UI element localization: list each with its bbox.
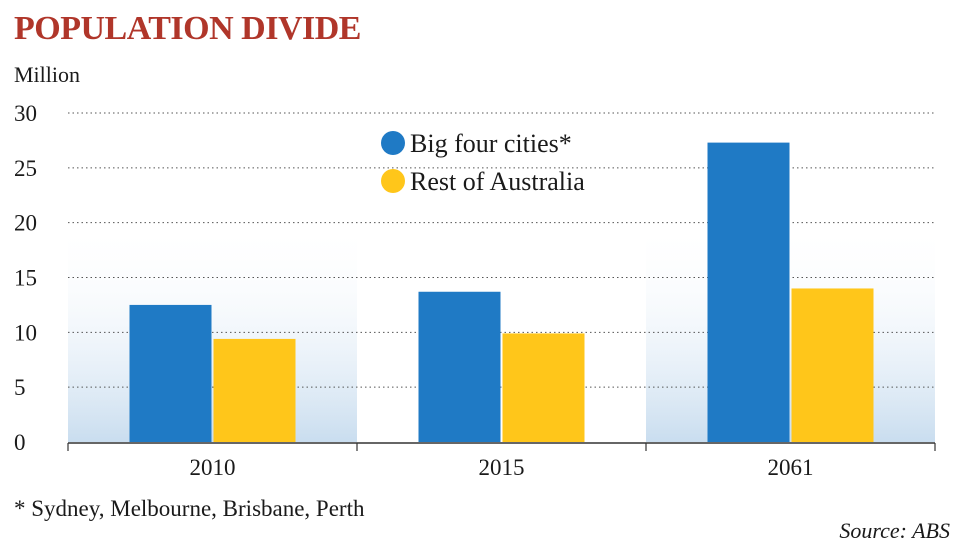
legend-swatch-rest-of-australia <box>381 169 405 193</box>
bar-rest-of-australia-2010 <box>213 338 296 442</box>
bar-rest-of-australia-2061 <box>791 288 874 442</box>
y-tick-label-15: 15 <box>14 266 37 291</box>
chart-title: POPULATION DIVIDE <box>14 10 361 47</box>
y-tick-label-10: 10 <box>14 320 37 345</box>
y-tick-label-30: 30 <box>14 101 37 126</box>
bar-big-four-2010 <box>129 304 212 442</box>
x-tick-label-2015: 2015 <box>479 455 525 480</box>
bar-big-four-2015 <box>418 291 501 442</box>
x-tick-label-2010: 2010 <box>190 455 236 480</box>
y-tick-label-5: 5 <box>14 375 26 400</box>
source-note: Source: ABS <box>839 518 950 543</box>
footnote: * Sydney, Melbourne, Brisbane, Perth <box>14 496 365 521</box>
bar-rest-of-australia-2015 <box>502 333 585 442</box>
bar-big-four-2061 <box>707 142 790 443</box>
y-tick-label-25: 25 <box>14 156 37 181</box>
legend-swatch-big-four <box>381 131 405 155</box>
y-tick-label-0: 0 <box>14 430 26 455</box>
x-tick-label-2061: 2061 <box>768 455 814 480</box>
y-tick-label-20: 20 <box>14 211 37 236</box>
legend-label-rest-of-australia: Rest of Australia <box>410 167 585 196</box>
legend-label-big-four: Big four cities* <box>410 129 572 158</box>
y-axis-unit-label: Million <box>14 62 81 87</box>
